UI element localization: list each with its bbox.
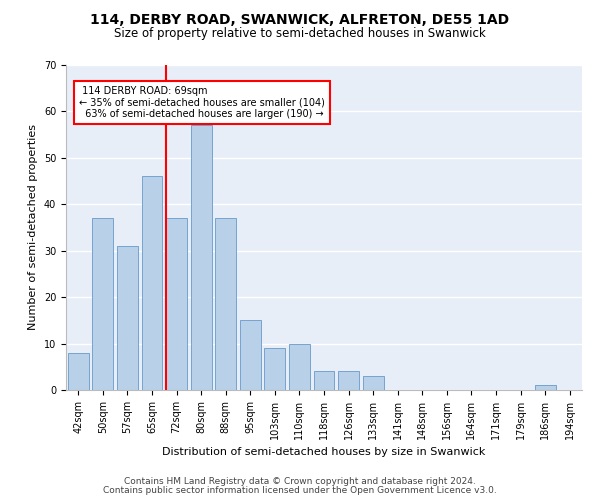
Bar bbox=[314, 372, 334, 390]
Bar bbox=[338, 372, 359, 390]
Bar bbox=[240, 320, 261, 390]
Bar bbox=[68, 353, 89, 390]
Bar bbox=[362, 376, 383, 390]
Bar bbox=[289, 344, 310, 390]
Text: 114, DERBY ROAD, SWANWICK, ALFRETON, DE55 1AD: 114, DERBY ROAD, SWANWICK, ALFRETON, DE5… bbox=[91, 12, 509, 26]
Text: 114 DERBY ROAD: 69sqm
← 35% of semi-detached houses are smaller (104)
  63% of s: 114 DERBY ROAD: 69sqm ← 35% of semi-deta… bbox=[79, 86, 325, 119]
Bar bbox=[92, 218, 113, 390]
Bar bbox=[166, 218, 187, 390]
Bar bbox=[191, 126, 212, 390]
Text: Size of property relative to semi-detached houses in Swanwick: Size of property relative to semi-detach… bbox=[114, 28, 486, 40]
Bar bbox=[117, 246, 138, 390]
Y-axis label: Number of semi-detached properties: Number of semi-detached properties bbox=[28, 124, 38, 330]
Bar bbox=[535, 386, 556, 390]
X-axis label: Distribution of semi-detached houses by size in Swanwick: Distribution of semi-detached houses by … bbox=[163, 448, 485, 458]
Bar bbox=[215, 218, 236, 390]
Text: Contains public sector information licensed under the Open Government Licence v3: Contains public sector information licen… bbox=[103, 486, 497, 495]
Bar bbox=[142, 176, 163, 390]
Bar bbox=[265, 348, 286, 390]
Text: Contains HM Land Registry data © Crown copyright and database right 2024.: Contains HM Land Registry data © Crown c… bbox=[124, 477, 476, 486]
